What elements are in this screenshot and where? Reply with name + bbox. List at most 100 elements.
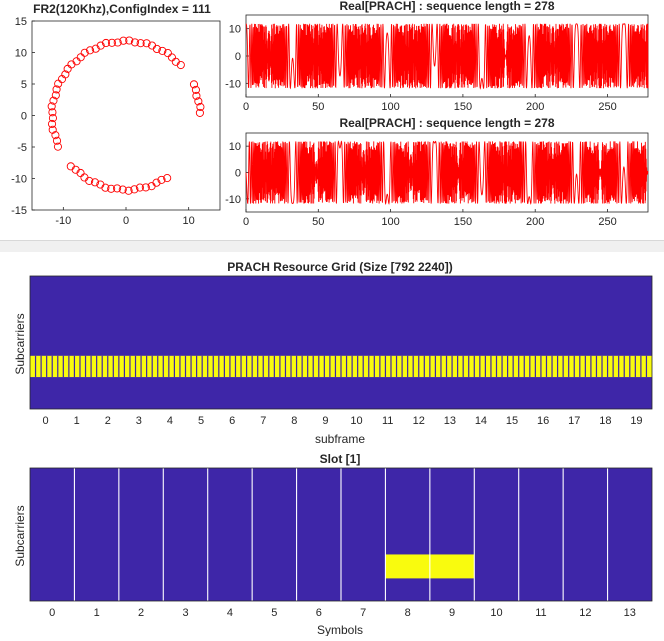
resource-grid-column-gap — [507, 355, 509, 378]
resource-grid-column-gap — [562, 355, 564, 378]
constellation-point — [113, 38, 122, 47]
resource-grid-column-gap — [262, 355, 264, 378]
constellation-point — [195, 108, 204, 117]
constellation-point — [136, 39, 145, 48]
resource-grid-column-gap — [46, 355, 48, 378]
waveform-xtick-label: 150 — [454, 216, 472, 228]
resource-grid-column-gap — [645, 355, 648, 378]
waveform-plot-2: Real[PRACH] : sequence length = 278 0 50 1… — [225, 116, 649, 228]
resource-grid-xtick-label: 17 — [568, 415, 580, 427]
resource-grid-column-gap — [384, 355, 387, 378]
constellation-point — [118, 185, 127, 194]
resource-grid-column-gap — [157, 355, 159, 378]
waveform-ytick-label: -10 — [225, 78, 241, 90]
resource-grid-column-gap — [112, 355, 114, 378]
resource-grid-column-gap — [568, 355, 570, 378]
waveform-xtick-label: 200 — [526, 101, 544, 113]
resource-grid-column-gap — [545, 355, 548, 378]
resource-grid-column-gap — [90, 355, 92, 378]
resource-grid-column-gap — [540, 355, 542, 378]
resource-grid-column-gap — [196, 355, 198, 378]
resource-grid-column-gap — [245, 355, 248, 378]
resource-grid-column-gap — [107, 355, 109, 378]
constellation-point — [158, 46, 167, 55]
constellation-point — [91, 44, 100, 53]
waveform-xtick-label: 250 — [598, 216, 616, 228]
resource-grid-column-gap — [146, 355, 148, 378]
resource-grid-column-gap — [423, 355, 425, 378]
resource-grid-xtick-label: 13 — [444, 415, 456, 427]
slot-xtick-label: 12 — [579, 607, 591, 619]
top-figure: FR2(120Khz),ConfigIndex = 111 -10 0 101510… — [11, 0, 649, 228]
resource-grid-column-gap — [40, 355, 42, 378]
constellation-ytick-label: -5 — [17, 142, 27, 154]
resource-grid-plot: PRACH Resource Grid (Size [792 2240]) 0 1… — [13, 260, 653, 446]
resource-grid-column-gap — [62, 355, 64, 378]
resource-grid-xtick-label: 7 — [260, 415, 266, 427]
constellation-point — [85, 176, 94, 185]
constellation-point — [54, 79, 63, 88]
slot-xtick-label: 4 — [227, 607, 233, 619]
constellation-point — [107, 184, 116, 193]
resource-grid-xtick-label: 15 — [506, 415, 518, 427]
resource-grid-xtick-label: 8 — [291, 415, 297, 427]
slot-xtick-label: 5 — [271, 607, 277, 619]
resource-grid-column-gap — [207, 355, 209, 378]
resource-grid-column-gap — [129, 355, 131, 378]
resource-grid-column-gap — [223, 355, 225, 378]
constellation-point — [48, 114, 57, 123]
resource-grid-column-gap — [468, 355, 470, 378]
resource-grid-xtick-label: 1 — [74, 415, 80, 427]
resource-grid-column-gap — [123, 355, 126, 378]
resource-grid-column-gap — [434, 355, 437, 378]
resource-grid-xtick-label: 2 — [105, 415, 111, 427]
waveform-xtick-label: 50 — [312, 216, 324, 228]
resource-grid-column-gap — [556, 355, 559, 378]
resource-grid-column-gap — [457, 355, 459, 378]
waveform-xtick-label: 0 — [243, 216, 249, 228]
slot-xtick-label: 7 — [360, 607, 366, 619]
constellation-point — [51, 131, 60, 140]
resource-grid-column-gap — [140, 355, 142, 378]
slot-grid-title: Slot [1] — [320, 452, 361, 466]
constellation-point — [196, 102, 205, 112]
resource-grid-column-gap — [429, 355, 431, 378]
constellation-point — [189, 80, 199, 89]
resource-grid-column-gap — [329, 355, 331, 378]
waveform-ytick-label: 10 — [229, 141, 241, 153]
waveform-2-series-line — [245, 140, 649, 205]
constellation-point — [124, 186, 133, 195]
resource-grid-xtick-label: 4 — [167, 415, 173, 427]
resource-grid-column-gap — [312, 355, 314, 378]
resource-grid-column-gap — [168, 355, 170, 378]
constellation-point — [135, 183, 144, 192]
resource-grid-background — [30, 276, 652, 409]
waveform-xtick-label: 250 — [598, 101, 616, 113]
resource-grid-xtick-label: 3 — [136, 415, 142, 427]
constellation-xtick-label: 0 — [123, 215, 129, 227]
resource-grid-column-gap — [529, 355, 531, 378]
resource-grid-column-gap — [390, 355, 392, 378]
slot-xtick-label: 3 — [182, 607, 188, 619]
constellation-point — [119, 36, 128, 45]
resource-grid-column-gap — [173, 355, 175, 378]
slot-grid-ylabel: Subcarriers — [13, 505, 27, 566]
slot-xtick-label: 13 — [624, 607, 636, 619]
slot-xtick-label: 11 — [535, 607, 546, 619]
resource-grid-column-gap — [395, 355, 398, 378]
constellation-point — [192, 91, 201, 100]
constellation-ytick-label: 0 — [21, 111, 27, 123]
resource-grid-column-gap — [534, 355, 536, 378]
waveform-xtick-label: 0 — [243, 101, 249, 113]
resource-grid-column-gap — [118, 355, 120, 378]
resource-grid-xtick-label: 16 — [537, 415, 549, 427]
constellation-point — [142, 39, 151, 48]
resource-grid-xtick-label: 6 — [229, 415, 235, 427]
resource-grid-xtick-label: 19 — [630, 415, 642, 427]
slot-xtick-label: 1 — [94, 607, 100, 619]
resource-grid-column-gap — [134, 355, 137, 378]
constellation-point — [167, 53, 176, 62]
resource-grid-column-gap — [101, 355, 103, 378]
resource-grid-xlabel: subframe — [315, 432, 365, 446]
resource-grid-xtick-label: 14 — [475, 415, 487, 427]
